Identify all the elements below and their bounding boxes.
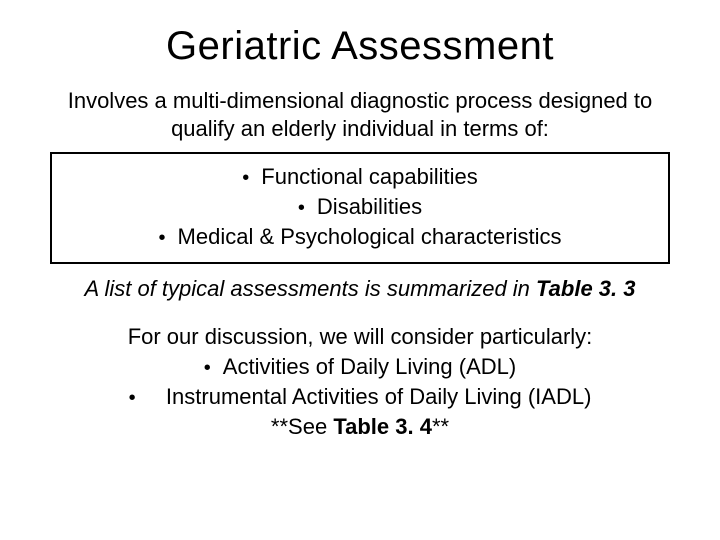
bullet-icon: • xyxy=(242,165,249,192)
summary-line: A list of typical assessments is summari… xyxy=(30,276,690,302)
see-suffix: ** xyxy=(432,414,449,439)
intro-line-1: Involves a multi-dimensional diagnostic … xyxy=(68,88,653,113)
summary-prefix: A list of typical assessments is summari… xyxy=(84,276,536,301)
see-table-line: **See Table 3. 4** xyxy=(50,412,670,442)
bullet-icon: • xyxy=(129,385,136,412)
discussion-item-1-text: Activities of Daily Living (ADL) xyxy=(223,354,516,379)
discussion-item-2: • Instrumental Activities of Daily Livin… xyxy=(50,382,670,412)
box-item-2: • Disabilities xyxy=(62,192,658,222)
discussion-block: For our discussion, we will consider par… xyxy=(50,322,670,441)
box-item-3-text: Medical & Psychological characteristics xyxy=(178,224,562,249)
box-item-1-text: Functional capabilities xyxy=(261,164,477,189)
box-item-1: • Functional capabilities xyxy=(62,162,658,192)
see-prefix: **See xyxy=(271,414,333,439)
discussion-item-2-text: Instrumental Activities of Daily Living … xyxy=(166,384,592,409)
discussion-item-1: • Activities of Daily Living (ADL) xyxy=(50,352,670,382)
summary-table-ref: Table 3. 3 xyxy=(536,276,635,301)
slide: Geriatric Assessment Involves a multi-di… xyxy=(0,0,720,540)
see-table-ref: Table 3. 4 xyxy=(333,414,432,439)
discussion-lead: For our discussion, we will consider par… xyxy=(50,322,670,352)
box-item-3: • Medical & Psychological characteristics xyxy=(62,222,658,252)
bullet-icon: • xyxy=(298,195,305,222)
box-item-2-text: Disabilities xyxy=(317,194,422,219)
bullet-icon: • xyxy=(159,225,166,252)
intro-text: Involves a multi-dimensional diagnostic … xyxy=(30,87,690,142)
slide-title: Geriatric Assessment xyxy=(30,24,690,69)
intro-line-2: qualify an elderly individual in terms o… xyxy=(171,116,549,141)
bullet-icon: • xyxy=(204,355,211,382)
criteria-box: • Functional capabilities • Disabilities •… xyxy=(50,152,670,264)
